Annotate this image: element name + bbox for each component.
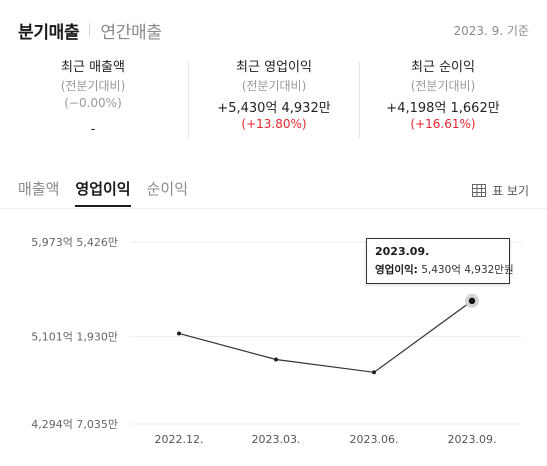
table-view-button[interactable]: 표 보기 xyxy=(472,182,529,199)
stat-change: (−0.00%) xyxy=(64,96,122,110)
chart-tooltip: 2023.09. 영업이익: 5,430억 4,932만원 xyxy=(366,238,514,284)
table-view-label: 표 보기 xyxy=(492,184,529,198)
data-point xyxy=(372,370,376,375)
stat-subtitle: (전분기대비) xyxy=(60,79,126,93)
series-line xyxy=(178,300,473,373)
tab-revenue[interactable]: 매출액 xyxy=(18,180,60,198)
tab-divider xyxy=(89,23,91,37)
stat-recent-net-income: 최근 순이익 (전분기대비) +4,198억 1,662만 (+16.61%) xyxy=(358,56,528,133)
stat-value: +5,430억 4,932만 xyxy=(217,101,331,116)
stat-title: 최근 매출액 xyxy=(61,60,125,75)
stat-divider xyxy=(359,62,360,138)
tooltip-date: 2023.09. xyxy=(375,245,430,258)
stat-divider xyxy=(188,62,189,138)
tab-annual-sales[interactable]: 연간매출 xyxy=(100,22,162,43)
as-of-date: 2023. 9. 기준 xyxy=(453,24,529,38)
y-tick-label: 5,101억 1,930만 xyxy=(31,331,118,344)
stat-subtitle: (전분기대비) xyxy=(410,79,476,93)
data-point xyxy=(177,331,181,336)
stat-value: +4,198억 1,662만 xyxy=(386,101,500,116)
data-point xyxy=(274,357,278,362)
stat-recent-sales: 최근 매출액 (전분기대비) (−0.00%) - xyxy=(8,56,178,140)
sales-period-tabs: 분기매출 연간매출 xyxy=(18,18,162,43)
x-tick-label: 2022.12. xyxy=(155,433,204,446)
y-tick-label: 4,294억 7,035만 xyxy=(31,418,118,431)
x-tick-label: 2023.03. xyxy=(252,433,301,446)
y-tick-label: 5,973억 5,426만 xyxy=(31,236,118,249)
tab-quarterly-sales[interactable]: 분기매출 xyxy=(18,22,80,43)
tab-operating-profit[interactable]: 영업이익 xyxy=(75,178,131,207)
x-tick-label: 2023.06. xyxy=(350,433,399,446)
tooltip-row: 영업이익: 5,430억 4,932만원 xyxy=(375,262,514,277)
tabs-underline xyxy=(0,208,547,209)
data-point xyxy=(468,297,476,305)
stat-value: - xyxy=(90,122,96,137)
stat-recent-operating-profit: 최근 영업이익 (전분기대비) +5,430억 4,932만 (+13.80%) xyxy=(189,56,359,133)
tooltip-label: 영업이익: xyxy=(375,264,418,276)
stat-subtitle: (전분기대비) xyxy=(241,79,307,93)
table-icon xyxy=(472,184,487,197)
x-tick-label: 2023.09. xyxy=(448,433,497,446)
stat-change: (+13.80%) xyxy=(241,117,307,131)
summary-stats: 최근 매출액 (전분기대비) (−0.00%) - 최근 영업이익 (전분기대비… xyxy=(0,56,547,166)
stat-title: 최근 순이익 xyxy=(411,60,475,75)
tab-net-income[interactable]: 순이익 xyxy=(146,180,189,198)
operating-profit-chart: 4,294억 7,035만 5,101억 1,930만 5,973억 5,426만 2… xyxy=(31,236,522,446)
tooltip-value: 5,430억 4,932만원 xyxy=(421,264,514,276)
stat-change: (+16.61%) xyxy=(410,117,476,131)
stat-title: 최근 영업이익 xyxy=(236,60,312,75)
metric-tabs: 매출액 영업이익 순이익 xyxy=(18,178,204,207)
